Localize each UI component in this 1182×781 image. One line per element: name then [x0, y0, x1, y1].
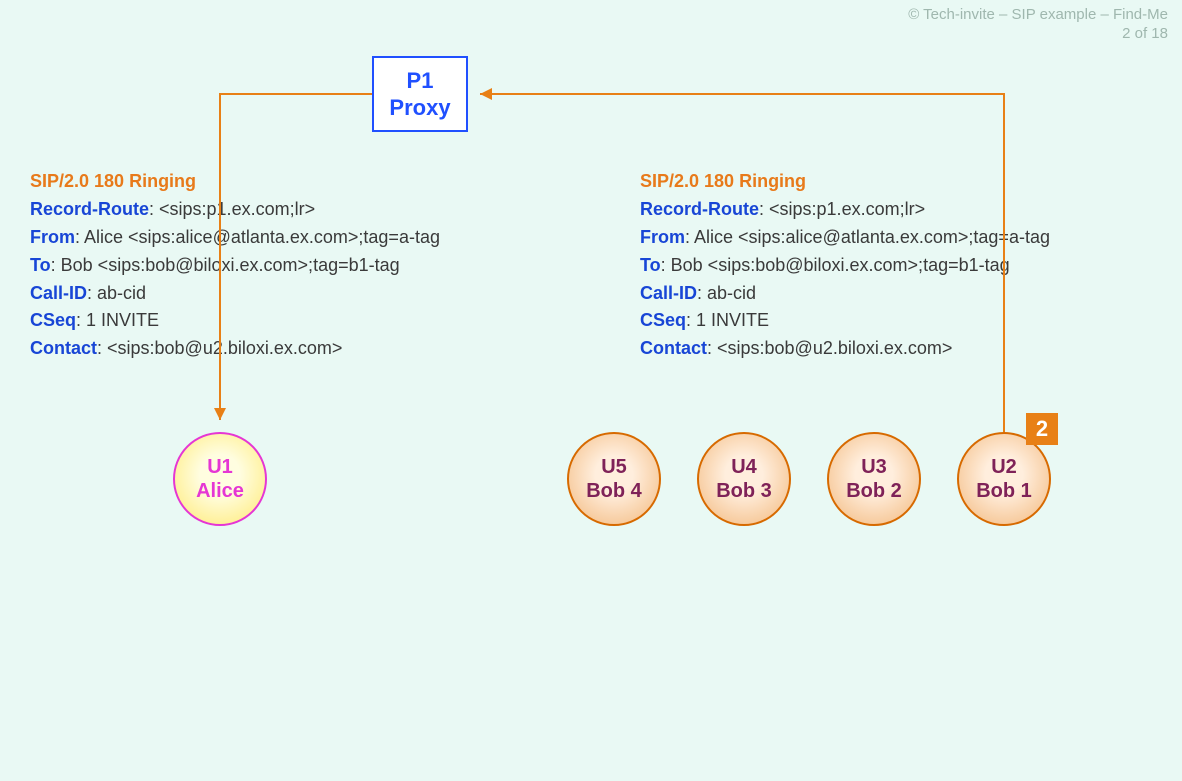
sip-header-line: From: Alice <sips:alice@atlanta.ex.com>;…: [640, 224, 1050, 252]
proxy-node: P1 Proxy: [372, 56, 468, 132]
sip-header-value: : <sips:p1.ex.com;lr>: [759, 199, 925, 219]
header-line1: © Tech-invite – SIP example – Find-Me: [908, 6, 1168, 25]
sip-header-value: : 1 INVITE: [686, 310, 769, 330]
sip-header-line: To: Bob <sips:bob@biloxi.ex.com>;tag=b1-…: [30, 252, 440, 280]
node-id: U3: [861, 455, 887, 479]
sip-message-left: SIP/2.0 180 Ringing Record-Route: <sips:…: [30, 168, 440, 363]
sip-header-line: From: Alice <sips:alice@atlanta.ex.com>;…: [30, 224, 440, 252]
node-name: Alice: [196, 479, 244, 503]
sip-header-name: Record-Route: [30, 199, 149, 219]
sip-title: SIP/2.0 180 Ringing: [30, 168, 440, 196]
sip-header-name: From: [640, 227, 685, 247]
proxy-label: Proxy: [389, 94, 450, 122]
sip-title: SIP/2.0 180 Ringing: [640, 168, 1050, 196]
sip-header-line: Contact: <sips:bob@u2.biloxi.ex.com>: [640, 335, 1050, 363]
node-id: U1: [207, 455, 233, 479]
sip-header-name: Contact: [640, 338, 707, 358]
page-header: © Tech-invite – SIP example – Find-Me 2 …: [908, 6, 1168, 44]
arrows-overlay: [0, 0, 1182, 781]
header-line2: 2 of 18: [908, 25, 1168, 44]
node-name: Bob 1: [976, 479, 1032, 503]
node-name: Bob 2: [846, 479, 902, 503]
sip-header-name: To: [30, 255, 51, 275]
sip-message-right: SIP/2.0 180 Ringing Record-Route: <sips:…: [640, 168, 1050, 363]
sip-header-line: Call-ID: ab-cid: [640, 280, 1050, 308]
node-id: U5: [601, 455, 627, 479]
sip-header-line: CSeq: 1 INVITE: [640, 307, 1050, 335]
sip-header-value: : Alice <sips:alice@atlanta.ex.com>;tag=…: [75, 227, 440, 247]
sip-header-name: Call-ID: [30, 283, 87, 303]
proxy-id: P1: [407, 67, 434, 95]
sip-header-name: CSeq: [30, 310, 76, 330]
node-id: U2: [991, 455, 1017, 479]
sip-header-value: : Bob <sips:bob@biloxi.ex.com>;tag=b1-ta…: [51, 255, 400, 275]
node-bob: U5Bob 4: [567, 432, 661, 526]
sip-header-name: CSeq: [640, 310, 686, 330]
node-bob: U4Bob 3: [697, 432, 791, 526]
node-bob: U2Bob 1: [957, 432, 1051, 526]
sip-header-value: : Bob <sips:bob@biloxi.ex.com>;tag=b1-ta…: [661, 255, 1010, 275]
node-alice: U1 Alice: [173, 432, 267, 526]
node-name: Bob 4: [586, 479, 642, 503]
sip-header-value: : <sips:bob@u2.biloxi.ex.com>: [707, 338, 952, 358]
sip-header-name: From: [30, 227, 75, 247]
badge-text: 2: [1036, 416, 1048, 442]
sip-header-line: Record-Route: <sips:p1.ex.com;lr>: [30, 196, 440, 224]
sip-header-line: To: Bob <sips:bob@biloxi.ex.com>;tag=b1-…: [640, 252, 1050, 280]
sip-header-value: : <sips:bob@u2.biloxi.ex.com>: [97, 338, 342, 358]
sip-header-line: Record-Route: <sips:p1.ex.com;lr>: [640, 196, 1050, 224]
node-id: U4: [731, 455, 757, 479]
step-badge: 2: [1026, 413, 1058, 445]
sip-header-value: : ab-cid: [697, 283, 756, 303]
sip-header-value: : Alice <sips:alice@atlanta.ex.com>;tag=…: [685, 227, 1050, 247]
sip-header-name: Call-ID: [640, 283, 697, 303]
sip-header-name: Contact: [30, 338, 97, 358]
sip-header-line: Contact: <sips:bob@u2.biloxi.ex.com>: [30, 335, 440, 363]
sip-header-value: : 1 INVITE: [76, 310, 159, 330]
sip-header-value: : <sips:p1.ex.com;lr>: [149, 199, 315, 219]
node-bob: U3Bob 2: [827, 432, 921, 526]
sip-header-value: : ab-cid: [87, 283, 146, 303]
node-name: Bob 3: [716, 479, 772, 503]
sip-header-name: To: [640, 255, 661, 275]
sip-header-line: CSeq: 1 INVITE: [30, 307, 440, 335]
sip-header-line: Call-ID: ab-cid: [30, 280, 440, 308]
sip-header-name: Record-Route: [640, 199, 759, 219]
